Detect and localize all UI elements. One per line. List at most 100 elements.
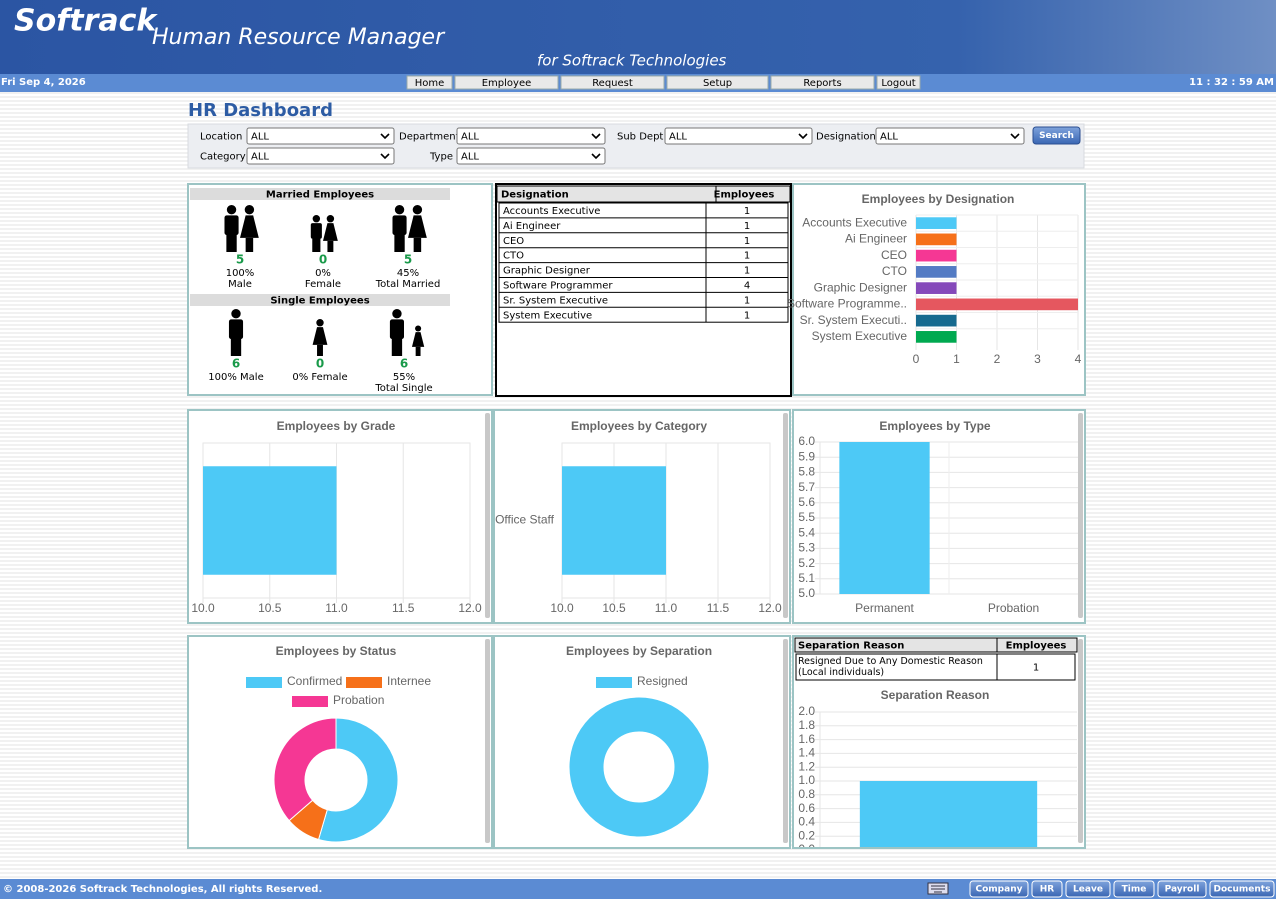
footer-button[interactable]: Company xyxy=(969,880,1029,898)
select-arrow[interactable] xyxy=(380,153,390,160)
y-tick-label: 5.7 xyxy=(798,480,815,494)
count: 5 xyxy=(236,253,244,267)
icon-head xyxy=(412,205,423,215)
select-box[interactable] xyxy=(456,127,606,145)
count: 6 xyxy=(400,357,408,371)
bar xyxy=(839,442,930,594)
footer-button-label[interactable]: Time xyxy=(1122,885,1147,895)
nav-button-bg[interactable] xyxy=(770,75,875,90)
nav-button-label[interactable]: Setup xyxy=(703,78,732,89)
filter-select[interactable]: ALL xyxy=(456,127,606,145)
y-tick-label: 5.1 xyxy=(798,571,815,585)
x-tick-label: 11.5 xyxy=(707,601,730,615)
footer-button-label[interactable]: Payroll xyxy=(1165,885,1200,895)
chart: Employees by Designation 0 1 2 3 4 Accounts Ex… xyxy=(787,192,1082,366)
nav-button-bg[interactable] xyxy=(454,75,559,90)
nav-button-label[interactable]: Request xyxy=(592,78,633,89)
table-cell: System Executive xyxy=(503,310,592,321)
footer-button-bg[interactable] xyxy=(1209,880,1275,898)
footer-button[interactable]: Documents xyxy=(1209,880,1275,898)
bar xyxy=(562,466,666,575)
footer-button-label[interactable]: HR xyxy=(1040,885,1055,895)
nav-button-bg[interactable] xyxy=(666,75,769,90)
footer-button-bg[interactable] xyxy=(1031,880,1063,898)
filter-select[interactable]: ALL xyxy=(875,127,1025,145)
chart: Employees by Separation Resigned xyxy=(566,644,712,838)
count: 5 xyxy=(404,253,412,267)
select-value[interactable]: ALL xyxy=(461,152,479,163)
nav-button[interactable]: Setup xyxy=(666,75,769,90)
select-arrow[interactable] xyxy=(591,153,601,160)
select-value[interactable]: ALL xyxy=(251,152,269,163)
footer-button-bg[interactable] xyxy=(1065,880,1111,898)
keyboard-icon[interactable] xyxy=(927,882,949,895)
nav-button[interactable]: Logout xyxy=(876,75,921,90)
nav-button-label[interactable]: Home xyxy=(415,78,445,89)
select-value[interactable]: ALL xyxy=(880,132,898,143)
icon-legs xyxy=(413,237,422,252)
nav-button[interactable]: Request xyxy=(560,75,665,90)
table-cell: 1 xyxy=(744,295,750,306)
y-tick-label: 1.0 xyxy=(798,773,815,787)
nav-button-bg[interactable] xyxy=(876,75,921,90)
nav-button[interactable]: Home xyxy=(406,75,453,90)
nav-button[interactable]: Employee xyxy=(454,75,559,90)
select-arrow[interactable] xyxy=(798,133,808,140)
person-icon xyxy=(310,215,338,252)
search-label[interactable]: Search xyxy=(1039,131,1074,141)
date: Fri Sep 4, 2026 xyxy=(1,77,86,88)
person-icon xyxy=(389,309,425,356)
product-name: Human Resource Manager xyxy=(152,25,446,50)
select-arrow[interactable] xyxy=(1010,133,1020,140)
filter-select[interactable]: ALL xyxy=(246,127,395,145)
select-box[interactable] xyxy=(246,147,395,165)
footer-button[interactable]: HR xyxy=(1031,880,1063,898)
select-value[interactable]: ALL xyxy=(669,132,687,143)
icon-body xyxy=(310,223,322,239)
footer-bar xyxy=(0,879,1276,899)
nav-button-label[interactable]: Reports xyxy=(803,78,841,89)
footer-button-bg[interactable] xyxy=(969,880,1029,898)
filter-select[interactable]: ALL xyxy=(456,147,606,165)
footer-button-label[interactable]: Documents xyxy=(1214,885,1271,895)
select-arrow[interactable] xyxy=(380,133,390,140)
footer-button-label[interactable]: Company xyxy=(976,885,1023,895)
filter-select[interactable]: ALL xyxy=(664,127,813,145)
count-label: Total Single xyxy=(374,383,432,394)
icon-body xyxy=(228,319,244,340)
nav-button-label[interactable]: Logout xyxy=(881,78,915,89)
footer-button-bg[interactable] xyxy=(1157,880,1207,898)
legend-swatch xyxy=(246,677,282,688)
icon-body xyxy=(224,215,239,236)
x-tick-label: 2 xyxy=(994,352,1001,366)
select-box[interactable] xyxy=(246,127,395,145)
count: 0 xyxy=(316,357,324,371)
select-value[interactable]: ALL xyxy=(461,132,479,143)
count-label: 100% Male xyxy=(208,372,263,383)
footer-button[interactable]: Leave xyxy=(1065,880,1111,898)
icon-dress xyxy=(312,327,328,345)
search-bg[interactable] xyxy=(1032,126,1081,145)
company-line: for Softrack Technologies xyxy=(537,52,727,70)
select-arrow[interactable] xyxy=(591,133,601,140)
select-value[interactable]: ALL xyxy=(251,132,269,143)
y-tick-label: Software Programme.. xyxy=(787,297,907,311)
search-button[interactable]: Search xyxy=(1032,126,1081,145)
nav-button-label[interactable]: Employee xyxy=(482,78,532,89)
footer-button[interactable]: Payroll xyxy=(1157,880,1207,898)
icon-head xyxy=(415,325,422,332)
nav-button[interactable]: Reports xyxy=(770,75,875,90)
select-box[interactable] xyxy=(456,147,606,165)
footer-button-bg[interactable] xyxy=(1113,880,1155,898)
filter-select[interactable]: ALL xyxy=(246,147,395,165)
footer-button[interactable]: Time xyxy=(1113,880,1155,898)
select-box[interactable] xyxy=(664,127,813,145)
section-header xyxy=(190,294,450,306)
footer-button-label[interactable]: Leave xyxy=(1073,885,1103,895)
table-cell: 1 xyxy=(1033,663,1039,674)
table-cell: 4 xyxy=(744,280,750,291)
nav-button-bg[interactable] xyxy=(560,75,665,90)
legend-label: Resigned xyxy=(637,674,688,688)
nav-button-bg[interactable] xyxy=(406,75,453,90)
select-box[interactable] xyxy=(875,127,1025,145)
